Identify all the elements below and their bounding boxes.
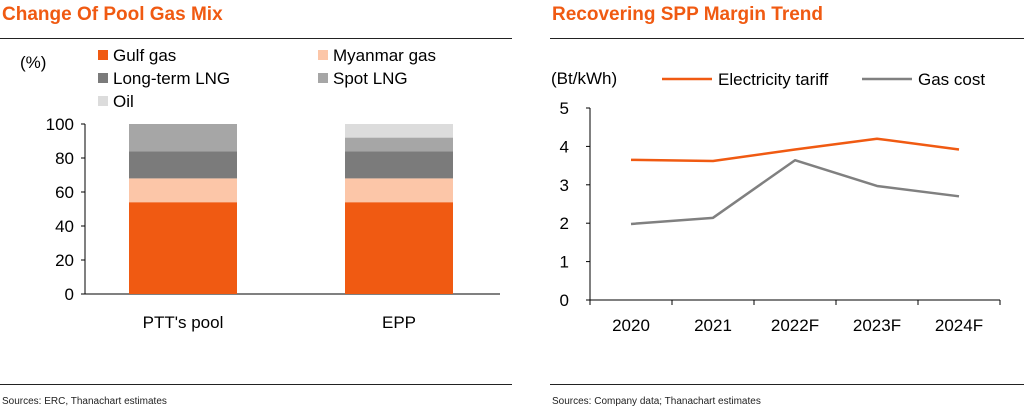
bar-ptt-s-pool-spot-lng xyxy=(129,124,237,152)
bar-epp-oil xyxy=(345,124,453,138)
legend-label-electricity-tariff: Electricity tariff xyxy=(718,70,828,89)
bar-ptt-s-pool-gulf-gas xyxy=(129,202,237,294)
stacked-bar-chart: (%) Gulf gas Myanmar gas Long-term LNG Spot … xyxy=(20,46,500,332)
x-tick-label-epp: EPP xyxy=(382,313,416,332)
right-title-divider xyxy=(550,38,1024,39)
y-tick-label-100: 100 xyxy=(46,115,74,134)
y-tick-label-3: 3 xyxy=(560,176,569,195)
legend-label-spot-lng: Spot LNG xyxy=(333,69,408,88)
y-tick-label-80: 80 xyxy=(55,149,74,168)
bar-epp-myanmar-gas xyxy=(345,178,453,203)
legend-swatch-myanmar-gas xyxy=(318,50,328,60)
y-tick-label-20: 20 xyxy=(55,251,74,270)
bar-epp-spot-lng xyxy=(345,137,453,152)
line-chart: (Bt/kWh) Electricity tariff Gas cost 0 1 2 3 4 5… xyxy=(551,69,1001,335)
x-tick-label-2024f: 2024F xyxy=(935,316,983,335)
right-chart-title: Recovering SPP Margin Trend xyxy=(552,4,824,25)
x-tick-label-2021: 2021 xyxy=(694,316,732,335)
right-source-note: Sources: Company data; Thanachart estima… xyxy=(552,396,761,407)
bar-ptt-s-pool-myanmar-gas xyxy=(129,178,237,203)
y-axis-unit-label: (%) xyxy=(20,53,46,72)
y-tick-label-1: 1 xyxy=(560,253,569,272)
y-tick-label-0: 0 xyxy=(560,291,569,310)
legend-swatch-gulf-gas xyxy=(98,50,108,60)
legend-swatch-oil xyxy=(98,96,108,106)
legend-swatch-long-term-lng xyxy=(98,73,108,83)
legend-swatch-spot-lng xyxy=(318,73,328,83)
right-source-divider xyxy=(550,384,1024,385)
bar-epp-gulf-gas xyxy=(345,202,453,294)
left-title-divider xyxy=(0,38,512,39)
legend-label-myanmar-gas: Myanmar gas xyxy=(333,46,436,65)
left-source-note: Sources: ERC, Thanachart estimates xyxy=(2,396,167,407)
legend-label-gulf-gas: Gulf gas xyxy=(113,46,176,65)
bar-ptt-s-pool-long-term-lng xyxy=(129,151,237,179)
legend-label-gas-cost: Gas cost xyxy=(918,70,985,89)
y-tick-label-4: 4 xyxy=(560,137,569,156)
y-tick-label-5: 5 xyxy=(560,99,569,118)
left-chart-title: Change Of Pool Gas Mix xyxy=(2,4,223,25)
x-tick-label-2020: 2020 xyxy=(612,316,650,335)
y-tick-label-40: 40 xyxy=(55,217,74,236)
left-source-divider xyxy=(0,384,512,385)
bar-epp-long-term-lng xyxy=(345,151,453,179)
legend-label-long-term-lng: Long-term LNG xyxy=(113,69,230,88)
series-line-electricity-tariff xyxy=(630,137,960,163)
series-line-gas-cost xyxy=(630,158,960,226)
y-tick-label-0: 0 xyxy=(65,285,74,304)
y-tick-label-2: 2 xyxy=(560,214,569,233)
legend-label-oil: Oil xyxy=(113,92,134,111)
x-tick-label-2023f: 2023F xyxy=(853,316,901,335)
x-tick-label-ptt-s-pool: PTT's pool xyxy=(143,313,224,332)
x-tick-label-2022f: 2022F xyxy=(771,316,819,335)
y-axis-unit-label: (Bt/kWh) xyxy=(551,69,617,88)
y-tick-label-60: 60 xyxy=(55,183,74,202)
